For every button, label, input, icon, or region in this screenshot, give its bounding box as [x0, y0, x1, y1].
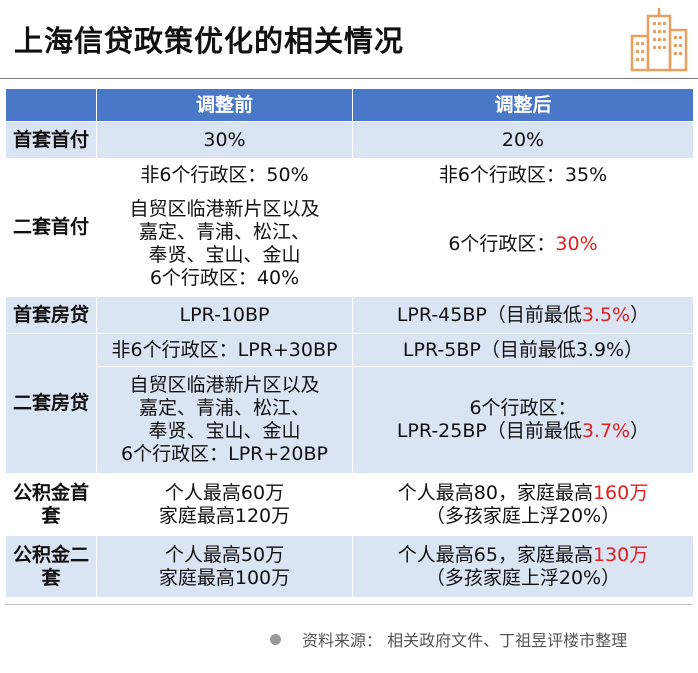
- table-row: 二套首付 非6个行政区：50% 非6个行政区：35%: [5, 158, 694, 297]
- cell-line: 6个行政区：: [469, 397, 577, 419]
- table-row: 自贸区临港新片区以及 嘉定、青浦、松江、 奉贤、宝山、金山 6个行政区：40% …: [6, 191, 694, 297]
- cell-line: 嘉定、青浦、松江、: [138, 221, 310, 243]
- cell-line: 6个行政区：LPR+20BP: [121, 443, 328, 465]
- cell-before: 非6个行政区：50%: [96, 158, 353, 192]
- table-row: 自贸区临港新片区以及 嘉定、青浦、松江、 奉贤、宝山、金山 6个行政区：LPR+…: [6, 366, 694, 474]
- cell-line: 家庭最高100万: [158, 566, 291, 589]
- cell-after: 个人最高65，家庭最高130万 （多孩家庭上浮20%）: [352, 535, 694, 598]
- cell-after: LPR-45BP（目前最低3.5%）: [352, 296, 694, 334]
- cell-after: 个人最高80，家庭最高160万 （多孩家庭上浮20%）: [352, 473, 694, 536]
- table-row: 首套首付 30% 20%: [5, 121, 694, 159]
- page-title: 上海信贷政策优化的相关情况: [14, 24, 405, 58]
- cell-line: 6个行政区：40%: [149, 267, 300, 289]
- highlight-value: 160万: [592, 481, 649, 504]
- cell-line: 个人最高60万: [164, 481, 285, 504]
- table-header-row: 调整前 调整后: [5, 88, 694, 122]
- label-line: 套: [41, 566, 61, 589]
- footer: 资料来源： 相关政府文件、丁祖昱评楼市整理: [0, 624, 698, 654]
- cell-after: 6个行政区： LPR-25BP（目前最低3.7%）: [352, 366, 694, 474]
- cell-line: LPR-25BP（目前最低3.7%）: [353, 420, 693, 443]
- cell-text: LPR-25BP（目前最低: [396, 420, 582, 442]
- cell-text: 个人最高65，家庭最高: [397, 543, 593, 566]
- cell-before: 自贸区临港新片区以及 嘉定、青浦、松江、 奉贤、宝山、金山 6个行政区：LPR+…: [96, 366, 353, 474]
- bullet-icon: [270, 634, 281, 645]
- cell-before: 个人最高60万 家庭最高120万: [96, 473, 353, 536]
- cell-line: （多孩家庭上浮20%）: [425, 566, 621, 589]
- cell-line: 自贸区临港新片区以及: [129, 374, 320, 396]
- cell-line: 家庭最高120万: [158, 504, 291, 527]
- cell-line: 奉贤、宝山、金山: [148, 420, 301, 442]
- cell-text: ）: [630, 420, 650, 442]
- row-label: 首套首付: [5, 121, 97, 159]
- title-divider: [0, 78, 698, 79]
- cell-after: 6个行政区：30%: [352, 191, 694, 297]
- cell-text: LPR-45BP（目前最低: [396, 303, 582, 326]
- table-row: 二套房贷 非6个行政区：LPR+30BP LPR-5BP（目前最低3.9%）: [5, 333, 694, 474]
- highlight-value: 3.7%: [581, 420, 631, 442]
- row-label: 二套房贷: [5, 333, 97, 474]
- table-row: 首套房贷 LPR-10BP LPR-45BP（目前最低3.5%）: [5, 296, 694, 334]
- building-icon: [628, 6, 690, 72]
- row-label: 公积金二 套: [5, 535, 97, 598]
- cell-line: 个人最高50万: [164, 543, 285, 566]
- cell-text: ）: [630, 303, 650, 326]
- header-corner: [5, 88, 97, 122]
- label-line: 套: [41, 504, 61, 527]
- cell-after: LPR-5BP（目前最低3.9%）: [352, 333, 694, 367]
- cell-line: 个人最高65，家庭最高130万: [353, 544, 693, 567]
- row-label: 公积金首 套: [5, 473, 97, 536]
- row-label: 首套房贷: [5, 296, 97, 334]
- cell-before: 非6个行政区：LPR+30BP: [96, 333, 353, 367]
- policy-table: 调整前 调整后 首套首付 30% 20% 二套首付 非6个行政区：50% 非6个…: [5, 88, 694, 598]
- cell-before: 个人最高50万 家庭最高100万: [96, 535, 353, 598]
- cell-line: 个人最高80，家庭最高160万: [353, 482, 693, 505]
- cell-line: 奉贤、宝山、金山: [148, 244, 301, 266]
- source-note: 资料来源： 相关政府文件、丁祖昱评楼市整理: [302, 631, 628, 650]
- cell-before: 30%: [96, 121, 353, 159]
- row-label: 二套首付: [5, 158, 97, 297]
- header: 上海信贷政策优化的相关情况: [0, 0, 698, 80]
- label-line: 公积金二: [12, 543, 89, 566]
- cell-text: 个人最高80，家庭最高: [397, 481, 593, 504]
- cell-line: （多孩家庭上浮20%）: [425, 504, 621, 527]
- highlight-value: 130万: [592, 543, 649, 566]
- cell-text: 6个行政区：: [448, 232, 556, 255]
- cell-line: 自贸区临港新片区以及: [129, 198, 320, 220]
- table-bottom-divider: [5, 604, 693, 605]
- cell-before: 自贸区临港新片区以及 嘉定、青浦、松江、 奉贤、宝山、金山 6个行政区：40%: [96, 191, 353, 297]
- label-line: 公积金首: [12, 481, 89, 504]
- header-before: 调整前: [96, 88, 353, 122]
- cell-line: 嘉定、青浦、松江、: [138, 397, 310, 419]
- header-after: 调整后: [352, 88, 694, 122]
- highlight-value: 3.5%: [581, 303, 631, 326]
- highlight-value: 30%: [555, 232, 598, 255]
- table-row: 公积金二 套 个人最高50万 家庭最高100万 个人最高65，家庭最高130万 …: [5, 535, 694, 598]
- cell-after: 非6个行政区：35%: [352, 158, 694, 192]
- cell-after: 20%: [352, 121, 694, 159]
- table-row: 公积金首 套 个人最高60万 家庭最高120万 个人最高80，家庭最高160万 …: [5, 473, 694, 536]
- cell-before: LPR-10BP: [96, 296, 353, 334]
